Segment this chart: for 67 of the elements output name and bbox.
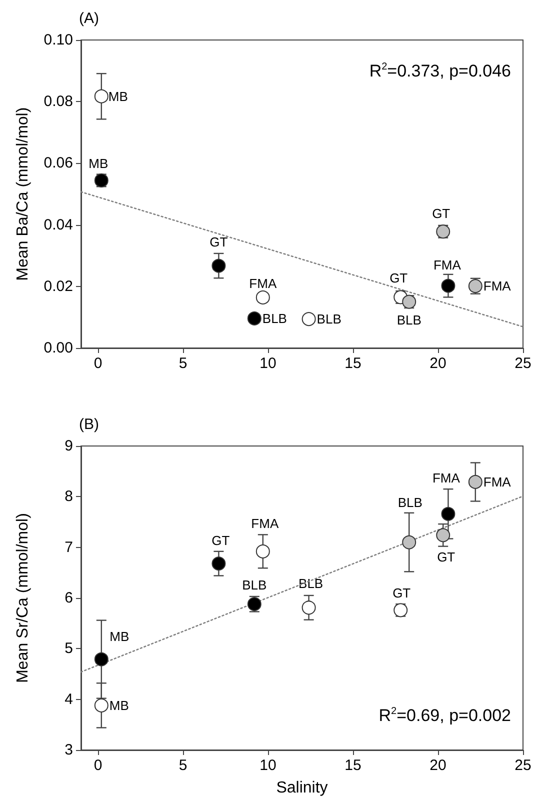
point — [247, 311, 262, 326]
annotation: GT — [437, 550, 456, 565]
annotation: GT — [390, 270, 408, 286]
y-tick-label: 0.04 — [44, 216, 73, 234]
point — [212, 556, 226, 571]
x-tick-label: 10 — [260, 355, 276, 372]
annotation: MB — [110, 628, 130, 644]
y-tick-label: 0.06 — [44, 154, 73, 172]
annotation: MB — [88, 156, 108, 171]
annotation: BLB — [262, 310, 287, 326]
y-tick-label: 0.08 — [44, 93, 73, 110]
x-tick-label: 5 — [178, 355, 188, 372]
y-tick-label: 8 — [64, 488, 73, 506]
x-tick-label: 10 — [260, 757, 276, 774]
point — [468, 474, 482, 489]
y-tick-label: 5 — [64, 640, 73, 658]
point — [94, 652, 108, 666]
x-tick-label: 25 — [514, 355, 532, 372]
y-tick-label: 4 — [64, 690, 73, 708]
annotation: FMA — [483, 474, 512, 490]
y-tick-label: 9 — [64, 438, 73, 454]
y-axis-title: Mean Sr/Ca (mmol/mol) — [14, 513, 32, 683]
x-tick-label: 20 — [430, 757, 446, 774]
chart-title: (B) — [79, 416, 99, 433]
y-tick-label: 3 — [64, 742, 73, 758]
x-tick-label: 20 — [430, 355, 446, 372]
annotation: GT — [210, 234, 228, 250]
annotation: GT — [432, 206, 450, 222]
y-tick-label: 6 — [64, 590, 73, 606]
annotation: GT — [212, 533, 230, 548]
annotation: FMA — [433, 257, 462, 272]
annotation: BLB — [316, 312, 342, 327]
point — [256, 290, 270, 304]
y-tick-label: 0.00 — [44, 340, 73, 356]
annotation: FMA — [249, 276, 277, 291]
x-tick-label: 15 — [344, 757, 362, 774]
annotation: FMA — [432, 470, 460, 486]
point — [302, 600, 316, 615]
point — [302, 312, 316, 326]
chart-title: (A) — [79, 10, 99, 27]
annotation: FMA — [483, 278, 512, 294]
point — [402, 535, 416, 550]
annotation: BLB — [396, 312, 422, 328]
annotation: GT — [392, 586, 411, 601]
annotation: FMA — [251, 516, 279, 531]
x-tick-label: 25 — [514, 757, 532, 774]
point — [94, 698, 108, 712]
annotation: BLB — [298, 576, 324, 592]
y-axis-title: Mean Ba/Ca (mmol/mol) — [14, 107, 32, 281]
point — [212, 258, 226, 273]
annotation: MB — [109, 698, 129, 713]
x-tick-label: 5 — [178, 757, 188, 774]
y-tick-label: 0.10 — [44, 32, 73, 48]
annotation: MB — [108, 88, 128, 104]
annotation: BLB — [242, 578, 267, 593]
point — [441, 506, 456, 521]
x-tick-label: 15 — [344, 355, 362, 372]
point — [256, 544, 270, 558]
y-tick-label: 7 — [64, 538, 73, 556]
point — [436, 528, 450, 542]
x-axis-title: Salinity — [276, 780, 328, 796]
y-tick-label: 0.02 — [44, 278, 73, 295]
x-tick-label: 0 — [94, 355, 102, 372]
point — [94, 89, 108, 104]
point — [441, 278, 456, 293]
x-tick-label: 0 — [94, 757, 102, 774]
annotation: BLB — [398, 494, 422, 510]
